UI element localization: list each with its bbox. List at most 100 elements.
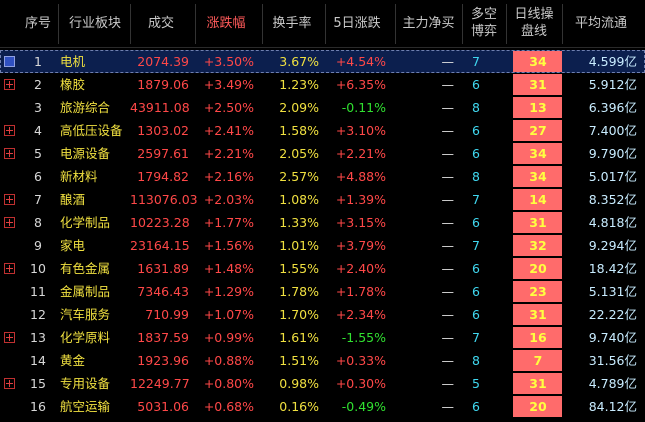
column-header[interactable]: 换手率	[262, 0, 322, 46]
column-header[interactable]: 多空 博弈	[462, 0, 506, 46]
column-separator	[562, 4, 563, 44]
five-day-change: +4.54%	[335, 54, 386, 69]
change: +1.48%	[203, 261, 254, 276]
sector: 旅游综合	[60, 100, 111, 115]
expand-button[interactable]	[4, 79, 15, 90]
long-short: 8	[472, 353, 480, 368]
long-short: 8	[472, 169, 480, 184]
index: 8	[34, 215, 42, 230]
turnover: 23164.15	[130, 238, 190, 253]
change: +2.03%	[203, 192, 254, 207]
long-short: 6	[472, 146, 480, 161]
column-separator	[462, 4, 463, 44]
five-day-change: +2.34%	[335, 307, 386, 322]
daily-line: 34	[529, 146, 547, 161]
daily-line-box	[513, 396, 562, 417]
column-header[interactable]: 日线操 盘线	[506, 0, 562, 46]
header-text: 成交	[147, 15, 174, 31]
change: +1.29%	[203, 284, 254, 299]
daily-line: 20	[529, 261, 547, 276]
turnover: 1794.82	[137, 169, 189, 184]
five-day-change: +6.35%	[335, 77, 386, 92]
sector: 专用设备	[60, 376, 111, 391]
daily-line-box	[513, 74, 562, 95]
column-header[interactable]: 成交	[130, 0, 192, 46]
change: +2.16%	[203, 169, 254, 184]
header-text: 多空	[470, 7, 497, 22]
turnover-rate: 1.23%	[279, 77, 319, 92]
long-short: 7	[472, 238, 480, 253]
change: +1.07%	[203, 307, 254, 322]
expand-button[interactable]	[4, 148, 15, 159]
expand-button[interactable]	[4, 263, 15, 274]
expand-button[interactable]	[4, 332, 15, 343]
expand-button[interactable]	[4, 378, 15, 389]
turnover: 1879.06	[137, 77, 189, 92]
column-header[interactable]: 平均流通	[562, 0, 640, 46]
index: 1	[34, 54, 42, 69]
header-text: 涨跌幅	[206, 15, 246, 31]
long-short: 6	[472, 307, 480, 322]
column-header[interactable]: 主力净买	[395, 0, 462, 46]
column-separator	[395, 4, 396, 44]
turnover-rate: 1.51%	[279, 353, 319, 368]
index: 2	[34, 77, 42, 92]
turnover: 1923.96	[137, 353, 189, 368]
avg-float: 84.12亿	[588, 399, 637, 414]
change: +1.56%	[203, 238, 254, 253]
daily-line: 31	[529, 307, 547, 322]
column-header[interactable]: 涨跌幅	[195, 0, 257, 46]
turnover-rate: 1.08%	[279, 192, 319, 207]
index: 12	[30, 307, 46, 322]
change: +2.21%	[203, 146, 254, 161]
turnover-rate: 0.16%	[279, 399, 319, 414]
index: 13	[30, 330, 46, 345]
avg-float: 9.294亿	[588, 238, 637, 253]
header-text: 序号	[24, 15, 51, 31]
avg-float: 31.56亿	[588, 353, 637, 368]
header-text: 换手率	[272, 15, 312, 31]
index: 14	[30, 353, 46, 368]
daily-line-box	[513, 189, 562, 210]
turnover-rate: 2.05%	[279, 146, 319, 161]
expand-button[interactable]	[4, 194, 15, 205]
change: +2.50%	[203, 100, 254, 115]
turnover-rate: 1.61%	[279, 330, 319, 345]
five-day-change: -0.11%	[341, 100, 386, 115]
daily-line: 34	[529, 54, 547, 69]
turnover: 43911.08	[130, 100, 190, 115]
sector: 汽车服务	[60, 307, 111, 322]
column-separator	[130, 4, 131, 44]
turnover: 2074.39	[137, 54, 189, 69]
column-header[interactable]: 行业板块	[58, 0, 132, 46]
five-day-change: +2.21%	[335, 146, 386, 161]
expand-button[interactable]	[4, 217, 15, 228]
five-day-change: -1.55%	[341, 330, 386, 345]
daily-line: 34	[529, 169, 547, 184]
index: 5	[34, 146, 42, 161]
turnover: 10223.28	[130, 215, 190, 230]
main-net-buy: —	[441, 376, 455, 391]
daily-line-box	[513, 51, 562, 72]
avg-float: 9.790亿	[588, 146, 637, 161]
column-header[interactable]: 序号	[20, 0, 56, 46]
main-net-buy: —	[441, 284, 455, 299]
header-text: 5日涨跌	[333, 15, 381, 31]
change: +1.77%	[203, 215, 254, 230]
column-separator	[58, 4, 59, 44]
selected-marker	[4, 56, 15, 67]
daily-line-box	[513, 212, 562, 233]
expand-button[interactable]	[4, 125, 15, 136]
daily-line-box	[513, 97, 562, 118]
sector: 电机	[60, 54, 86, 69]
long-short: 6	[472, 261, 480, 276]
header-text: 平均流通	[574, 15, 627, 31]
main-net-buy: —	[441, 77, 455, 92]
column-header[interactable]: 5日涨跌	[325, 0, 389, 46]
main-net-buy: —	[441, 146, 455, 161]
sector: 酿酒	[60, 192, 86, 207]
sector: 航空运输	[60, 399, 111, 414]
daily-line-box	[513, 373, 562, 394]
avg-float: 8.352亿	[588, 192, 637, 207]
